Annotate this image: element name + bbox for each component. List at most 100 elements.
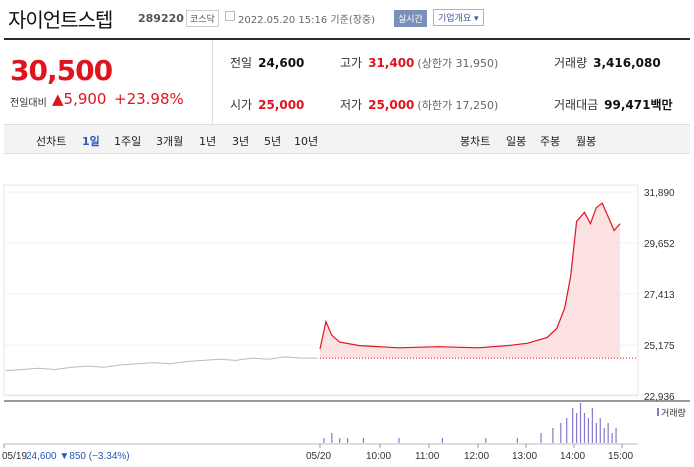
- price-change: ▲5,900: [52, 90, 107, 108]
- volume-bars: [323, 403, 617, 443]
- y-tick-label: 25,175: [644, 341, 675, 352]
- x-axis-ticks: 05/19 05/20 10:00 11:00 12:00 13:00 14:00 15:00: [2, 444, 633, 462]
- high-label: 고가: [340, 56, 363, 70]
- volume-bar: [587, 418, 590, 443]
- calendar-icon: [225, 11, 235, 21]
- tab-5y[interactable]: 5년: [264, 135, 282, 148]
- stock-code: 289220: [138, 12, 184, 25]
- volume-legend-label: 거래량: [661, 407, 686, 418]
- prev-day-close-value: 24,600: [26, 451, 57, 462]
- volume-bar: [516, 438, 518, 443]
- open-label: 시가: [230, 98, 253, 112]
- open-cell: 시가 25,000: [230, 96, 304, 113]
- prev-close-value: 24,600: [258, 56, 305, 70]
- period-tabs: 선차트 1일 1주일 3개월 1년 3년 5년 10년 봉차트 일봉 주봉 월봉: [4, 124, 690, 154]
- x-tick-label: 12:00: [464, 451, 489, 462]
- volume-value: 3,416,080: [593, 56, 661, 70]
- tab-daily[interactable]: 일봉: [506, 135, 527, 148]
- tab-weekly[interactable]: 주봉: [540, 135, 561, 148]
- timestamp: 2022.05.20 15:16 기준(장중): [238, 15, 376, 26]
- high-value: 31,400: [368, 56, 415, 70]
- volume-bar: [347, 438, 349, 443]
- volume-cell: 거래량 3,416,080: [554, 54, 661, 71]
- volume-bar: [441, 438, 443, 443]
- volume-bar: [607, 423, 609, 443]
- low-label: 저가: [340, 98, 363, 112]
- volume-bar: [560, 423, 562, 443]
- volume-label: 거래량: [554, 56, 588, 70]
- tab-1w[interactable]: 1주일: [114, 135, 142, 148]
- volume-bar: [575, 413, 578, 443]
- y-tick-label: 31,890: [644, 188, 675, 199]
- price-line: [319, 202, 621, 350]
- y-tick-label: 29,652: [644, 239, 675, 250]
- amount-label: 거래대금: [554, 98, 599, 112]
- summary-divider: [212, 40, 213, 124]
- prev-close-cell: 전일 24,600: [230, 54, 304, 71]
- chart-frame: [3, 184, 639, 396]
- volume-bar: [611, 433, 613, 443]
- tab-10y[interactable]: 10년: [294, 135, 319, 148]
- low-value: 25,000: [368, 98, 415, 112]
- amount-value: 99,471: [604, 98, 651, 112]
- tab-1d[interactable]: 1일: [82, 135, 100, 148]
- x-tick-label: 05/20: [306, 451, 331, 462]
- stock-title: 자이언트스텝: [8, 8, 113, 32]
- company-overview-dropdown[interactable]: 기업개요 ▾: [433, 9, 484, 26]
- volume-legend-swatch: [657, 408, 659, 416]
- y-tick-label: 27,413: [644, 290, 675, 301]
- volume-bar: [566, 418, 568, 443]
- volume-bar: [599, 418, 601, 443]
- x-tick-label: 10:00: [366, 451, 391, 462]
- lower-limit: (하한가 17,250): [417, 99, 499, 112]
- candle-chart-label: 봉차트: [460, 135, 491, 148]
- volume-bar: [583, 413, 586, 443]
- amount-cell: 거래대금 99,471백만: [554, 96, 673, 113]
- price-summary: 30,500 전일대비 ▲5,900 +23.98% 전일 24,600 고가 31…: [4, 38, 690, 124]
- volume-bar: [579, 403, 582, 443]
- prev-day-change: ▼850: [59, 451, 86, 462]
- x-tick-label: 14:00: [560, 451, 585, 462]
- volume-bar: [398, 438, 400, 443]
- low-cell: 저가 25,000 (하한가 17,250): [340, 96, 498, 113]
- tab-1y[interactable]: 1년: [199, 135, 217, 148]
- upper-limit: (상한가 31,950): [417, 57, 499, 70]
- y-axis-ticks: 31,890 29,652 27,413 25,175 22,936: [644, 188, 675, 403]
- volume-bar: [323, 438, 325, 443]
- volume-bar: [615, 428, 617, 443]
- tab-3y[interactable]: 3년: [232, 135, 250, 148]
- high-cell: 고가 31,400 (상한가 31,950): [340, 54, 498, 71]
- prev-close-label: 전일: [230, 56, 253, 70]
- stock-header: 자이언트스텝 289220 코스닥 2022.05.20 15:16 기준(장중…: [0, 0, 694, 36]
- y-tick-label: 22,936: [644, 392, 675, 403]
- volume-bar: [595, 423, 597, 443]
- x-tick-label: 05/19: [2, 451, 27, 462]
- market-badge: 코스닥: [186, 10, 219, 27]
- x-tick-label: 11:00: [415, 451, 440, 462]
- x-tick-label: 15:00: [608, 451, 633, 462]
- x-tick-label: 13:00: [512, 451, 537, 462]
- chart-grid: [4, 191, 638, 397]
- prev-day-change-pct: (−3.34%): [89, 451, 130, 462]
- volume-bar: [339, 438, 341, 443]
- volume-bar: [572, 408, 574, 443]
- tab-monthly[interactable]: 월봉: [576, 135, 597, 148]
- prev-compare-label: 전일대비: [10, 98, 47, 109]
- volume-bar: [331, 433, 333, 443]
- volume-bar: [552, 428, 554, 443]
- volume-bar: [603, 428, 605, 443]
- volume-bar: [540, 433, 542, 443]
- prev-day-line: [5, 356, 318, 372]
- current-price: 30,500: [10, 54, 113, 87]
- prev-day-close: 24,600 ▼850 (−3.34%): [26, 451, 130, 462]
- line-chart-label: 선차트: [36, 135, 67, 148]
- live-badge[interactable]: 실시간: [394, 10, 427, 27]
- volume-bar: [591, 408, 593, 443]
- open-value: 25,000: [258, 98, 305, 112]
- price-fill-area: [320, 203, 620, 359]
- price-change-pct: +23.98%: [114, 90, 184, 108]
- volume-bar: [485, 438, 487, 443]
- volume-bar: [362, 438, 365, 443]
- price-chart: 31,890 29,652 27,413 25,175 22,936 거래량 05/19…: [2, 184, 690, 462]
- tab-3m[interactable]: 3개월: [156, 135, 184, 148]
